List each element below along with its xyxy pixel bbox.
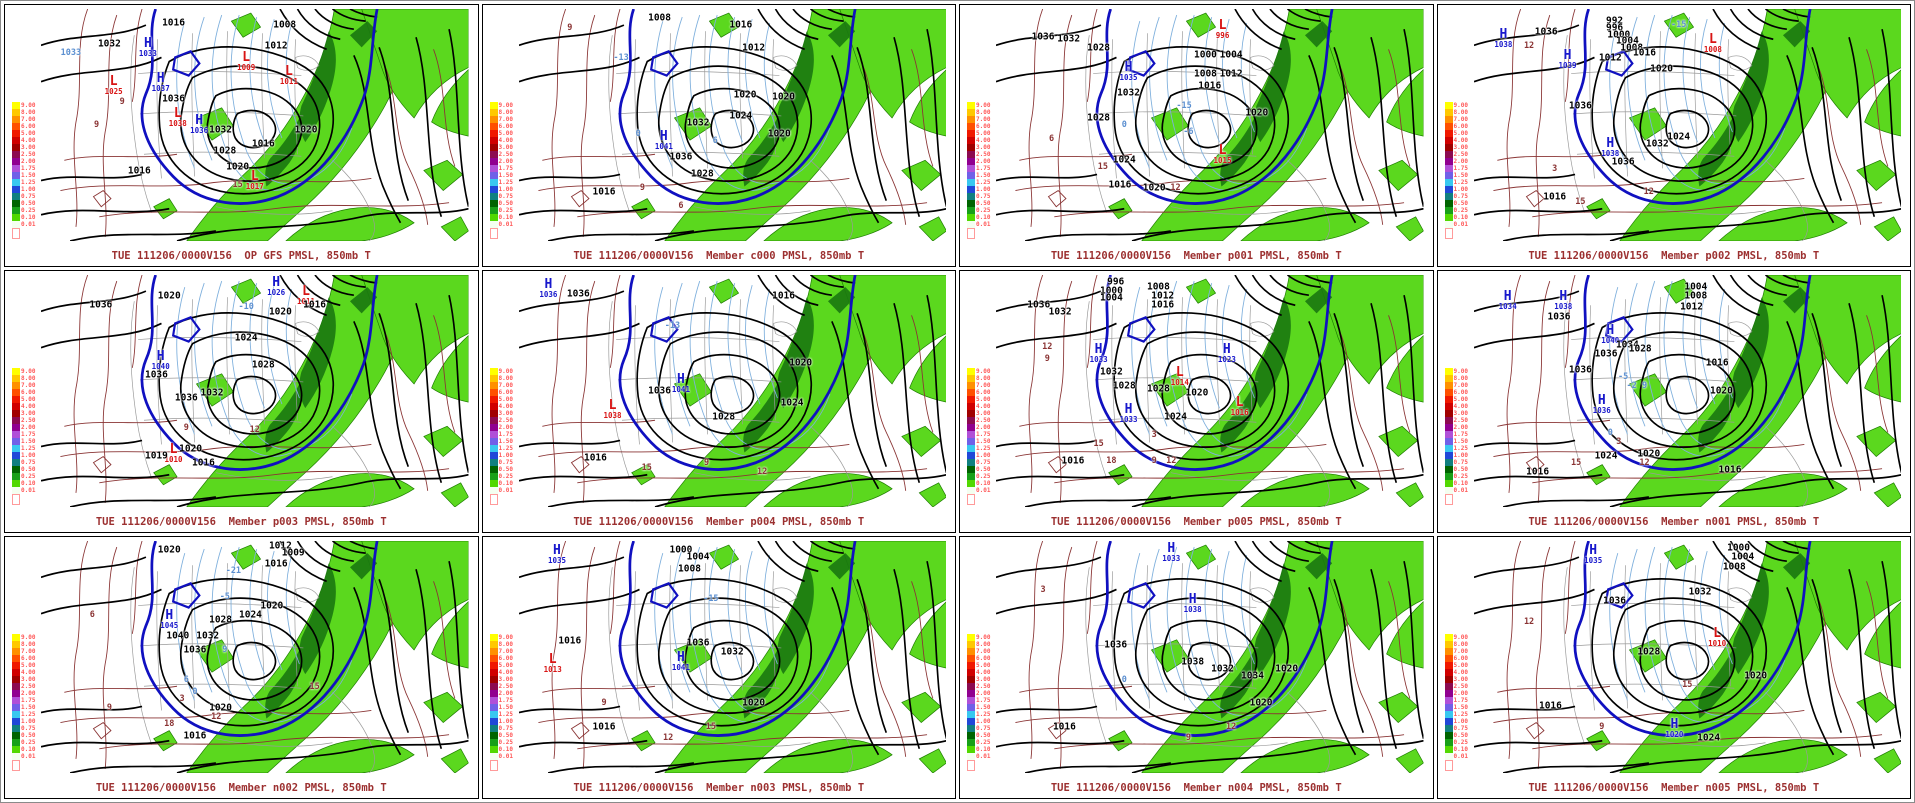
panel-caption: TUE 111206/0000V156 OP GFS PMSL, 850mb T [111,250,371,262]
precip-colorbar: 9.00 8.00 7.00 6.00 5.00 4.00 3.00 2.50 2.00 1.75… [489,633,520,771]
precip-colorbar: 9.00 8.00 7.00 6.00 5.00 4.00 3.00 2.50 2.00 1.75… [12,633,42,771]
weather-map [996,9,1424,241]
panel-member-n001: 9.00 8.00 7.00 6.00 5.00 4.00 3.00 2.50 2.00 1.75… [1436,270,1911,533]
weather-map [519,541,947,773]
precip-colorbar: 9.00 8.00 7.00 6.00 5.00 4.00 3.00 2.50 2.00 1.75… [1444,633,1475,771]
panel-caption: TUE 111206/0000V156 Member n003 PMSL, 85… [573,782,865,794]
weather-map [996,275,1424,507]
panel-caption: TUE 111206/0000V156 Member p005 PMSL, 85… [1050,516,1342,528]
panel-caption: TUE 111206/0000V156 Member n004 PMSL, 85… [1050,782,1342,794]
weather-map [1474,275,1902,507]
panel-member-p001: 9.00 8.00 7.00 6.00 5.00 4.00 3.00 2.50 2.00 1.75… [959,4,1434,267]
precip-colorbar: 9.00 8.00 7.00 6.00 5.00 4.00 3.00 2.50 2.00 1.75… [967,367,997,505]
panel-caption: TUE 111206/0000V156 Member c000 PMSL, 85… [573,250,865,262]
panel-caption: TUE 111206/0000V156 Member p004 PMSL, 85… [573,516,865,528]
panel-member-p005: 9.00 8.00 7.00 6.00 5.00 4.00 3.00 2.50 2.00 1.75… [959,270,1434,533]
weather-map [1474,9,1902,241]
panel-caption: TUE 111206/0000V156 Member n002 PMSL, 85… [95,782,387,794]
weather-map [1474,541,1902,773]
precip-colorbar: 9.00 8.00 7.00 6.00 5.00 4.00 3.00 2.50 2.00 1.75… [1444,101,1475,239]
panel-member-n005: 9.00 8.00 7.00 6.00 5.00 4.00 3.00 2.50 2.00 1.75… [1436,536,1911,799]
precip-colorbar: 9.00 8.00 7.00 6.00 5.00 4.00 3.00 2.50 2.00 1.75… [967,101,997,239]
precip-colorbar: 9.00 8.00 7.00 6.00 5.00 4.00 3.00 2.50 2.00 1.75… [967,633,997,771]
ensemble-grid: 9.00 8.00 7.00 6.00 5.00 4.00 3.00 2.50 2.00 1.75… [4,4,1911,799]
panel-caption: TUE 111206/0000V156 Member n005 PMSL, 85… [1528,782,1820,794]
weather-map [519,9,947,241]
precip-colorbar: 9.00 8.00 7.00 6.00 5.00 4.00 3.00 2.50 2.00 1.75… [12,101,42,239]
precip-colorbar: 9.00 8.00 7.00 6.00 5.00 4.00 3.00 2.50 2.00 1.75… [12,367,42,505]
weather-map [41,9,469,241]
panel-caption: TUE 111206/0000V156 Member p001 PMSL, 85… [1050,250,1342,262]
panel-caption: TUE 111206/0000V156 Member p002 PMSL, 85… [1528,250,1820,262]
panel-member-p003: 9.00 8.00 7.00 6.00 5.00 4.00 3.00 2.50 2.00 1.75… [4,270,479,533]
panel-op-gfs: 9.00 8.00 7.00 6.00 5.00 4.00 3.00 2.50 2.00 1.75… [4,4,479,267]
panel-caption: TUE 111206/0000V156 Member n001 PMSL, 85… [1528,516,1820,528]
weather-map [996,541,1424,773]
precip-colorbar: 9.00 8.00 7.00 6.00 5.00 4.00 3.00 2.50 2.00 1.75… [1444,367,1475,505]
precip-colorbar: 9.00 8.00 7.00 6.00 5.00 4.00 3.00 2.50 2.00 1.75… [489,367,520,505]
panel-member-n002: 9.00 8.00 7.00 6.00 5.00 4.00 3.00 2.50 2.00 1.75… [4,536,479,799]
panel-caption: TUE 111206/0000V156 Member p003 PMSL, 85… [95,516,387,528]
panel-member-n003: 9.00 8.00 7.00 6.00 5.00 4.00 3.00 2.50 2.00 1.75… [481,536,956,799]
weather-map [41,275,469,507]
weather-map [519,275,947,507]
weather-map [41,541,469,773]
precip-colorbar: 9.00 8.00 7.00 6.00 5.00 4.00 3.00 2.50 2.00 1.75… [489,101,520,239]
panel-member-c000: 9.00 8.00 7.00 6.00 5.00 4.00 3.00 2.50 2.00 1.75… [481,4,956,267]
panel-member-n004: 9.00 8.00 7.00 6.00 5.00 4.00 3.00 2.50 2.00 1.75… [959,536,1434,799]
panel-member-p002: 9.00 8.00 7.00 6.00 5.00 4.00 3.00 2.50 2.00 1.75… [1436,4,1911,267]
panel-member-p004: 9.00 8.00 7.00 6.00 5.00 4.00 3.00 2.50 2.00 1.75… [481,270,956,533]
